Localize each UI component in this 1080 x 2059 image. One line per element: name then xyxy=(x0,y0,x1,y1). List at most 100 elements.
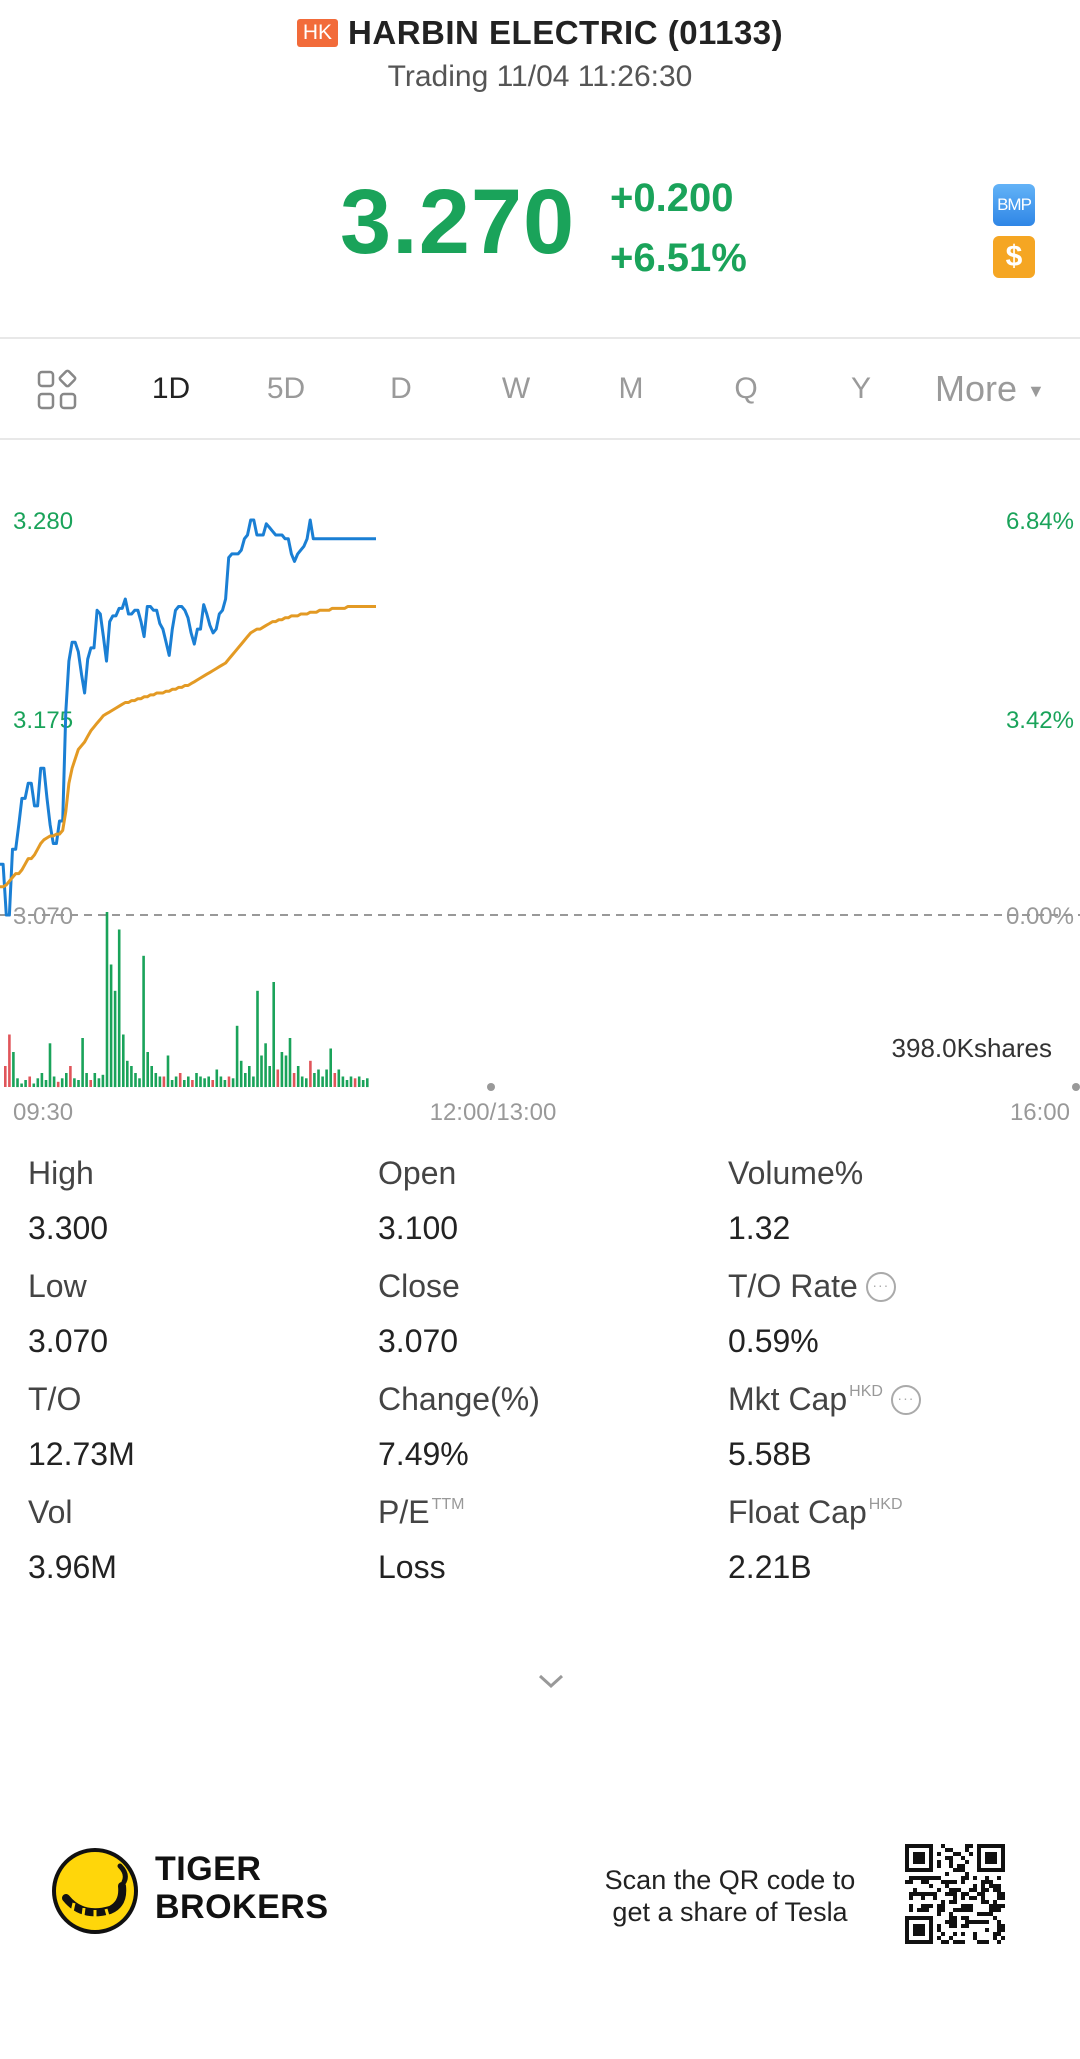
more-info-icon[interactable]: ··· xyxy=(865,1272,896,1302)
qr-module xyxy=(949,1936,953,1940)
qr-module xyxy=(961,1940,965,1944)
qr-module xyxy=(949,1848,953,1852)
volume-bar xyxy=(85,1073,88,1087)
qr-module xyxy=(981,1884,985,1888)
qr-module xyxy=(1001,1924,1005,1928)
stat-label: Mkt Cap HKD ··· xyxy=(728,1381,1058,1418)
volume-bar xyxy=(28,1076,31,1087)
volume-bar xyxy=(215,1069,219,1087)
qr-module xyxy=(945,1892,949,1896)
volume-bar xyxy=(296,1066,300,1087)
tab-m[interactable]: M xyxy=(618,372,644,405)
qr-module xyxy=(957,1888,961,1892)
qr-module xyxy=(953,1940,957,1944)
qr-module xyxy=(961,1876,965,1880)
qr-module xyxy=(961,1916,965,1920)
stat-label-text: Change(%) xyxy=(378,1381,540,1417)
stat-item: Float Cap HKD 2.21B xyxy=(728,1494,1058,1586)
volume-bar xyxy=(170,1080,174,1087)
volume-bar xyxy=(333,1073,337,1087)
stat-label-text: Volume% xyxy=(728,1155,864,1191)
volume-bar xyxy=(126,1060,129,1088)
dollar-icon[interactable]: $ xyxy=(993,236,1035,278)
tab-5d[interactable]: 5D xyxy=(266,372,306,405)
qr-module xyxy=(989,1880,993,1884)
volume-bar xyxy=(199,1076,202,1087)
qr-module xyxy=(937,1908,941,1912)
stat-value: 12.73M xyxy=(28,1436,135,1472)
qr-module xyxy=(949,1888,953,1892)
stat-label-text: T/O xyxy=(28,1381,82,1417)
stat-value: 3.100 xyxy=(378,1210,459,1246)
volume-bar xyxy=(292,1073,296,1087)
qr-module xyxy=(1001,1928,1005,1932)
qr-module xyxy=(957,1940,961,1944)
qr-module xyxy=(965,1924,969,1928)
qr-module xyxy=(965,1908,969,1912)
volume-bar xyxy=(280,1052,284,1087)
qr-module xyxy=(913,1876,917,1880)
tab-y[interactable]: Y xyxy=(850,372,871,405)
qr-module xyxy=(953,1892,957,1896)
stat-item: Close 3.070 xyxy=(378,1268,708,1360)
qr-module xyxy=(953,1920,957,1924)
stat-label: Low xyxy=(28,1268,358,1305)
volume-bar xyxy=(101,1074,105,1088)
qr-module xyxy=(973,1896,977,1900)
chevron-down-icon[interactable] xyxy=(536,1666,566,1696)
qr-module xyxy=(937,1888,941,1892)
bmp-icon[interactable]: BMP xyxy=(993,184,1035,226)
qr-module xyxy=(973,1936,977,1940)
tab-w[interactable]: W xyxy=(501,372,531,405)
qr-module xyxy=(949,1924,953,1928)
qr-module xyxy=(949,1900,953,1904)
qr-module xyxy=(981,1940,985,1944)
qr-module xyxy=(1001,1936,1005,1940)
qr-module xyxy=(921,1908,925,1912)
qr-module xyxy=(985,1940,989,1944)
qr-module xyxy=(945,1880,949,1884)
tab-1d[interactable]: 1D xyxy=(151,372,191,405)
tab-q[interactable]: Q xyxy=(734,372,758,405)
qr-module xyxy=(933,1876,937,1880)
stat-item[interactable]: Mkt Cap HKD ··· 5.58B xyxy=(728,1381,1058,1473)
stat-label: Float Cap HKD xyxy=(728,1494,1058,1531)
stat-value: Loss xyxy=(378,1549,446,1585)
qr-module xyxy=(949,1880,953,1884)
volume-bar xyxy=(158,1076,162,1087)
qr-module xyxy=(933,1892,937,1896)
stat-item[interactable]: T/O Rate ··· 0.59% xyxy=(728,1268,1058,1360)
brand-name: TIGER BROKERS xyxy=(155,1850,329,1926)
qr-module xyxy=(953,1932,957,1936)
qr-module xyxy=(969,1920,973,1924)
volume-bar xyxy=(20,1083,23,1087)
chart-layout-icon[interactable] xyxy=(36,369,78,411)
qr-module xyxy=(929,1884,933,1888)
intraday-chart[interactable]: 3.280 3.175 3.070 6.84% 3.42% 0.00% 398.0Ksh… xyxy=(0,480,1080,1130)
qr-module xyxy=(1001,1904,1005,1908)
qr-module xyxy=(961,1892,965,1896)
average-price-line xyxy=(0,605,376,889)
qr-module xyxy=(997,1908,1001,1912)
qr-module xyxy=(977,1912,981,1916)
qr-module xyxy=(993,1936,997,1940)
qr-module xyxy=(965,1892,969,1896)
qr-module xyxy=(985,1920,989,1924)
qr-module xyxy=(957,1868,961,1872)
qr-module xyxy=(921,1904,925,1908)
qr-module xyxy=(945,1940,949,1944)
volume-bar xyxy=(113,990,117,1088)
qr-module xyxy=(997,1920,1001,1924)
qr-module xyxy=(973,1932,977,1936)
tab-d[interactable]: D xyxy=(390,372,412,405)
qr-module xyxy=(929,1904,933,1908)
qr-module xyxy=(925,1908,929,1912)
volume-bar xyxy=(231,1078,235,1088)
volume-bar xyxy=(321,1076,324,1087)
volume-bar xyxy=(235,1025,239,1087)
y-axis-tick-label: 3.280 xyxy=(13,508,73,535)
qr-module xyxy=(909,1876,913,1880)
more-info-icon[interactable]: ··· xyxy=(890,1385,921,1415)
tab-more[interactable]: More ▼ xyxy=(935,339,1045,439)
volume-bar xyxy=(211,1080,214,1087)
